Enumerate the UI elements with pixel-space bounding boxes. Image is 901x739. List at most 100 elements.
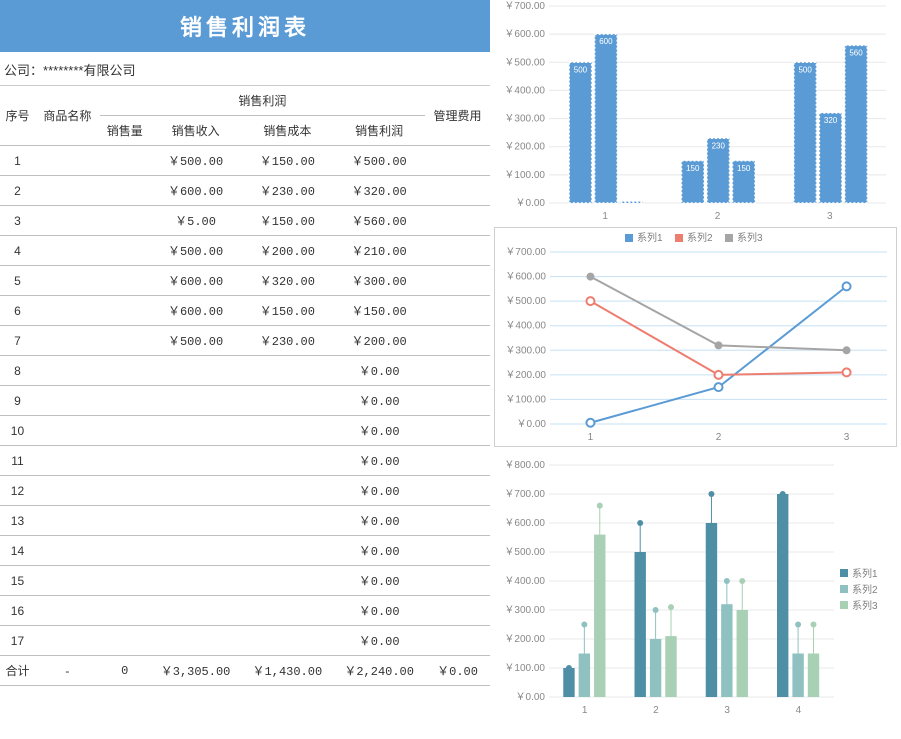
table-row: 10 ￥0.00 (0, 416, 490, 446)
cell-name (35, 356, 100, 386)
cell-qty (100, 146, 150, 176)
svg-text:系列3: 系列3 (852, 599, 878, 612)
cell-seq: 14 (0, 536, 35, 566)
cell-name (35, 416, 100, 446)
table-row: 15 ￥0.00 (0, 566, 490, 596)
svg-text:2: 2 (715, 211, 721, 222)
th-fee: 管理费用 (425, 86, 490, 146)
cell-income (150, 386, 242, 416)
svg-text:150: 150 (686, 164, 700, 173)
svg-text:￥300.00: ￥300.00 (504, 114, 545, 125)
svg-text:150: 150 (737, 164, 751, 173)
cell-seq: 15 (0, 566, 35, 596)
cell-profit: ￥0.00 (333, 356, 425, 386)
cell-seq: 3 (0, 206, 35, 236)
cell-name (35, 206, 100, 236)
cell-profit: ￥0.00 (333, 506, 425, 536)
svg-text:￥400.00: ￥400.00 (505, 321, 546, 332)
cell-profit: ￥0.00 (333, 386, 425, 416)
svg-text:系列1: 系列1 (852, 567, 878, 580)
cell-name (35, 506, 100, 536)
th-cost: 销售成本 (241, 116, 333, 146)
th-income: 销售收入 (150, 116, 242, 146)
company-row: 公司：********有限公司 (0, 52, 490, 86)
cell-name (35, 476, 100, 506)
cell-name (35, 386, 100, 416)
cell-qty (100, 356, 150, 386)
svg-text:3: 3 (827, 211, 833, 222)
table-row: 12￥0.00 (0, 476, 490, 506)
cell-income (150, 536, 242, 566)
svg-text:1: 1 (588, 432, 594, 443)
table-row: 3￥5.00￥150.00￥560.00 (0, 206, 490, 236)
cell-cost (241, 476, 333, 506)
cell-profit: ￥0.00 (333, 446, 425, 476)
svg-text:￥400.00: ￥400.00 (504, 576, 545, 587)
cell-cost (241, 386, 333, 416)
svg-text:500: 500 (574, 65, 588, 74)
cell-name (35, 176, 100, 206)
cell-income: ￥600.00 (150, 296, 242, 326)
cell-cost (241, 446, 333, 476)
cell-qty (100, 446, 150, 476)
table-row: 11 ￥0.00 (0, 446, 490, 476)
cell-cost (241, 536, 333, 566)
total-row: 合计 - 0 ￥3,305.00 ￥1,430.00 ￥2,240.00 ￥0.… (0, 656, 490, 686)
cell-fee (425, 356, 490, 386)
svg-text:500: 500 (798, 65, 812, 74)
svg-text:4: 4 (796, 705, 802, 716)
svg-text:系列3: 系列3 (737, 231, 763, 244)
svg-text:600: 600 (599, 37, 613, 46)
svg-text:5: 5 (629, 205, 634, 214)
cell-income (150, 446, 242, 476)
chart-3-bar: ￥0.00￥100.00￥200.00￥300.00￥400.00￥500.00… (494, 459, 897, 719)
cell-seq: 4 (0, 236, 35, 266)
cell-seq: 13 (0, 506, 35, 536)
cell-qty (100, 386, 150, 416)
cell-seq: 1 (0, 146, 35, 176)
cell-profit: ￥150.00 (333, 296, 425, 326)
cell-income (150, 626, 242, 656)
svg-text:系列1: 系列1 (637, 231, 663, 244)
svg-text:￥200.00: ￥200.00 (504, 142, 545, 153)
cell-income: ￥500.00 (150, 146, 242, 176)
svg-text:￥500.00: ￥500.00 (505, 296, 546, 307)
cell-qty (100, 266, 150, 296)
cell-fee (425, 176, 490, 206)
cell-income: ￥5.00 (150, 206, 242, 236)
cell-income (150, 476, 242, 506)
cell-name (35, 566, 100, 596)
cell-cost: ￥230.00 (241, 326, 333, 356)
cell-cost: ￥320.00 (241, 266, 333, 296)
cell-profit: ￥500.00 (333, 146, 425, 176)
svg-text:￥700.00: ￥700.00 (505, 247, 546, 258)
cell-cost (241, 356, 333, 386)
svg-text:￥0.00: ￥0.00 (517, 419, 547, 430)
cell-profit: ￥0.00 (333, 626, 425, 656)
cell-name (35, 536, 100, 566)
svg-text:￥200.00: ￥200.00 (505, 370, 546, 381)
cell-profit: ￥0.00 (333, 566, 425, 596)
svg-text:￥400.00: ￥400.00 (504, 85, 545, 96)
svg-text:￥500.00: ￥500.00 (504, 547, 545, 558)
cell-profit: ￥210.00 (333, 236, 425, 266)
svg-text:￥0.00: ￥0.00 (516, 198, 546, 209)
cell-cost (241, 596, 333, 626)
cell-cost: ￥150.00 (241, 296, 333, 326)
table-row: 9￥0.00 (0, 386, 490, 416)
th-qty: 销售量 (100, 116, 150, 146)
cell-seq: 10 (0, 416, 35, 446)
svg-text:1: 1 (582, 705, 588, 716)
svg-text:3: 3 (724, 705, 730, 716)
cell-profit: ￥0.00 (333, 416, 425, 446)
svg-text:系列2: 系列2 (687, 231, 713, 244)
th-profit: 销售利润 (333, 116, 425, 146)
cell-seq: 6 (0, 296, 35, 326)
cell-fee (425, 206, 490, 236)
table-row: 7￥500.00￥230.00￥200.00 (0, 326, 490, 356)
table-row: 14￥0.00 (0, 536, 490, 566)
svg-text:￥100.00: ￥100.00 (504, 170, 545, 181)
cell-name (35, 446, 100, 476)
cell-seq: 11 (0, 446, 35, 476)
cell-cost: ￥150.00 (241, 146, 333, 176)
